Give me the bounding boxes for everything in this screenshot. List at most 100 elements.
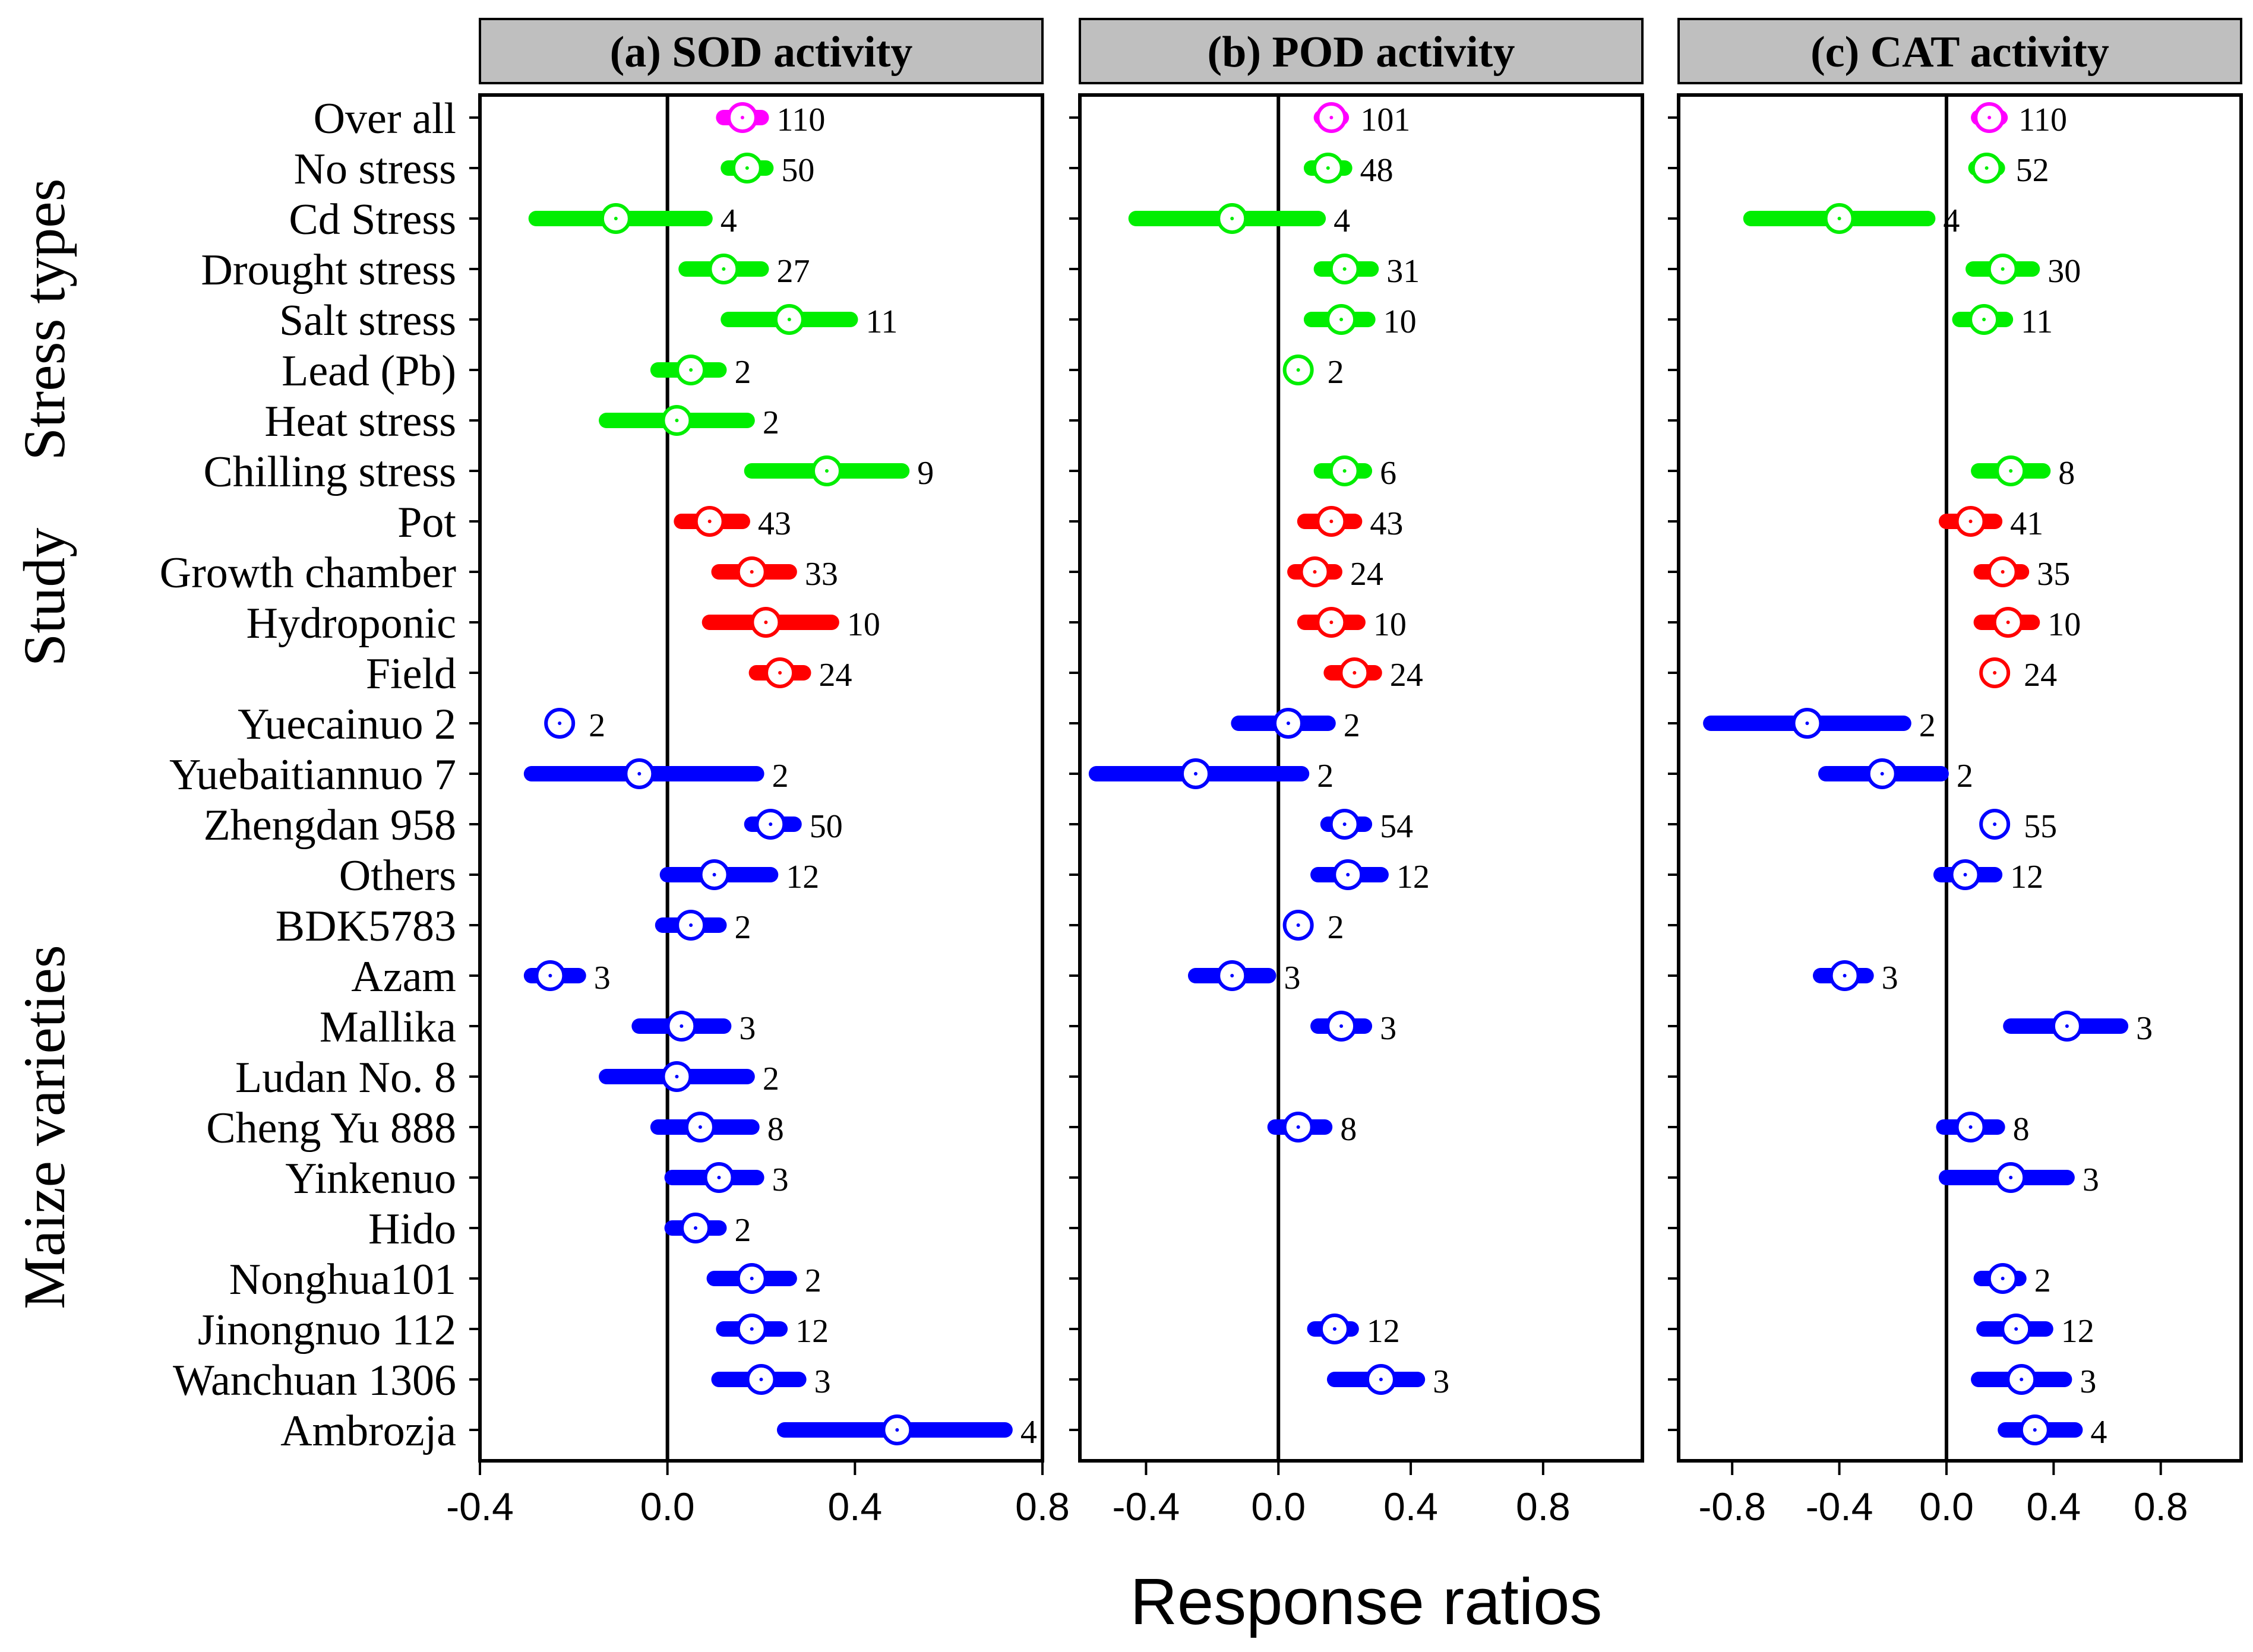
row-label: Ludan No. 8	[235, 1053, 456, 1102]
effect-point-center	[2001, 267, 2005, 271]
effect-point-center	[1987, 116, 1992, 119]
sample-size-label: 2	[772, 758, 789, 795]
row-label: Lead (Pb)	[282, 347, 456, 395]
sample-size-label: 8	[767, 1111, 784, 1148]
effect-point-center	[1805, 721, 1809, 725]
effect-point-center	[1963, 873, 1967, 876]
row-label: Hido	[368, 1205, 456, 1254]
sample-size-label: 4	[2090, 1414, 2107, 1451]
sample-size-label: 24	[2024, 657, 2057, 694]
sample-size-label: 2	[734, 909, 751, 946]
effect-point-center	[2020, 1378, 2024, 1381]
x-tick-label: 0.8	[2134, 1485, 2188, 1528]
effect-point-center	[2001, 570, 2005, 574]
row-label: Heat stress	[264, 397, 456, 446]
panel: (c) CAT activity -0.8 -0.4 0.0 0.4 0.8 110 52 4 3…	[1668, 18, 2243, 1528]
effect-point-center	[2001, 1277, 2005, 1280]
panel-title: (a) SOD activity	[610, 28, 913, 77]
sample-size-label: 12	[1367, 1313, 1400, 1350]
sample-size-label: 48	[1360, 152, 1393, 189]
x-tick-label: -0.4	[446, 1485, 514, 1528]
row-label: Cheng Yu 888	[206, 1104, 456, 1153]
sample-size-label: 2	[1328, 909, 1344, 946]
sample-size-label: 8	[1340, 1111, 1357, 1148]
effect-point-center	[1286, 721, 1290, 725]
sample-size-label: 3	[772, 1162, 789, 1198]
sample-size-label: 2	[763, 1061, 779, 1097]
effect-point-center	[2014, 1327, 2018, 1331]
effect-point-center	[1993, 822, 1997, 826]
effect-point-center	[1837, 217, 1841, 220]
sample-size-label: 41	[2010, 505, 2043, 542]
sample-size-label: 33	[805, 556, 838, 593]
sample-size-label: 43	[1370, 505, 1403, 542]
x-tick-label: -0.8	[1698, 1485, 1766, 1528]
sample-size-label: 12	[2010, 859, 2043, 895]
effect-point-center	[1843, 974, 1847, 977]
row-label: Growth chamber	[160, 549, 456, 597]
effect-point-center	[1353, 671, 1357, 675]
row-label: Pot	[397, 498, 456, 547]
sample-size-label: 3	[814, 1363, 831, 1400]
sample-size-label: 10	[1373, 606, 1407, 643]
sample-size-label: 6	[1380, 455, 1396, 492]
sample-size-label: 43	[758, 505, 791, 542]
sample-size-label: 2	[763, 404, 779, 441]
panels: (a) SOD activity -0.4 0.0 0.4 0.8 110 50 4 27 11 2…	[446, 18, 2243, 1528]
effect-point-center	[1313, 570, 1317, 574]
sample-size-label: 35	[2037, 556, 2070, 593]
row-label: Mallika	[320, 1003, 456, 1052]
sample-size-label: 4	[1943, 202, 1960, 239]
row-label: Others	[339, 852, 456, 900]
x-tick-label: 0.0	[1251, 1485, 1306, 1528]
sample-size-label: 2	[1328, 354, 1344, 391]
sample-size-label: 2	[589, 707, 605, 744]
effect-point-center	[698, 1125, 702, 1129]
row-label: Salt stress	[279, 296, 456, 345]
sample-size-label: 27	[777, 253, 810, 290]
effect-point-center	[764, 621, 768, 624]
effect-point-center	[759, 1378, 763, 1381]
sample-size-label: 2	[1957, 758, 1973, 795]
sample-size-label: 12	[2061, 1313, 2094, 1350]
effect-point-center	[2009, 1176, 2013, 1179]
x-tick-label: 0.4	[1383, 1485, 1438, 1528]
effect-point-center	[1342, 469, 1347, 473]
row-label: No stress	[294, 145, 456, 194]
effect-point-center	[1332, 1327, 1336, 1331]
effect-point-center	[2065, 1024, 2069, 1028]
sample-size-label: 31	[1386, 253, 1420, 290]
effect-point-center	[1326, 166, 1330, 170]
effect-point-center	[2033, 1428, 2037, 1432]
x-tick-label: 0.4	[2026, 1485, 2081, 1528]
panel-title-strip	[1079, 18, 1644, 84]
sample-size-label: 2	[1919, 707, 1936, 744]
panel-title: (c) CAT activity	[1810, 28, 2109, 77]
sample-size-label: 3	[2083, 1162, 2099, 1198]
effect-point-center	[1968, 520, 1973, 523]
sample-size-label: 2	[1344, 707, 1360, 744]
sample-size-label: 24	[1390, 657, 1423, 694]
effect-point-center	[824, 469, 829, 473]
effect-point-center	[1982, 318, 1986, 321]
effect-point-center	[712, 873, 716, 876]
row-label: Over all	[314, 94, 456, 143]
sample-size-label: 55	[2024, 808, 2057, 845]
sample-size-label: 3	[2080, 1363, 2096, 1400]
effect-point-center	[750, 1327, 754, 1331]
sample-size-label: 10	[1383, 303, 1417, 340]
sample-size-label: 50	[810, 808, 843, 845]
panel-frame	[1078, 93, 1644, 1463]
effect-point-center	[717, 1176, 721, 1179]
sample-size-label: 2	[2034, 1262, 2051, 1299]
panel: (b) POD activity -0.4 0.0 0.4 0.8 101 48 4 31 10 2…	[1069, 18, 1644, 1528]
effect-point-center	[1880, 772, 1884, 776]
effect-point-center	[1346, 873, 1350, 876]
effect-point-center	[1296, 1125, 1300, 1129]
effect-point-center	[1379, 1378, 1383, 1381]
sample-size-label: 3	[1433, 1363, 1449, 1400]
effect-point-center	[694, 1226, 698, 1230]
sample-size-label: 2	[805, 1262, 821, 1299]
row-label: Ambrozja	[280, 1407, 456, 1455]
